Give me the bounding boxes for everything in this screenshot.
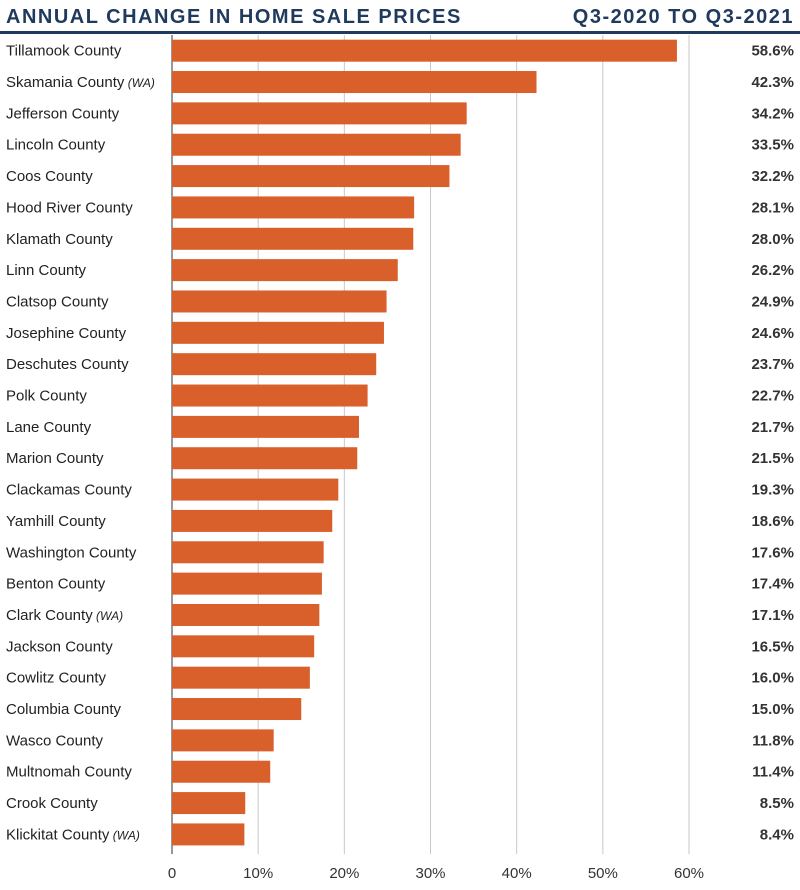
bar [172, 823, 245, 846]
category-label: Clackamas County [6, 482, 132, 499]
bar [172, 39, 677, 62]
category-label: Lane County [6, 419, 92, 436]
value-label: 17.6% [751, 544, 794, 561]
category-label: Hood River County [6, 199, 133, 216]
bar [172, 259, 398, 282]
bar [172, 133, 461, 156]
value-label: 8.4% [760, 826, 794, 843]
value-label: 42.3% [751, 74, 794, 91]
category-label: Tillamook County [6, 43, 122, 60]
value-label: 18.6% [751, 513, 794, 530]
value-label: 16.5% [751, 638, 794, 655]
bar [172, 635, 315, 658]
bar [172, 353, 377, 376]
bar [172, 698, 302, 721]
chart-header: ANNUAL CHANGE IN HOME SALE PRICES Q3-202… [0, 0, 800, 34]
value-label: 58.6% [751, 43, 794, 60]
x-tick-label: 50% [588, 865, 618, 882]
bar [172, 666, 310, 689]
value-label: 24.6% [751, 325, 794, 342]
value-label: 24.9% [751, 293, 794, 310]
category-label: Deschutes County [6, 356, 129, 373]
value-label: 26.2% [751, 262, 794, 279]
category-label: Linn County [6, 262, 87, 279]
value-label: 11.4% [752, 764, 794, 781]
value-label: 15.0% [751, 701, 794, 718]
category-label: Cowlitz County [6, 670, 107, 687]
value-label: 17.1% [751, 607, 794, 624]
category-label: Polk County [6, 388, 87, 405]
category-label: Crook County [6, 795, 98, 812]
category-label: Klamath County [6, 231, 113, 248]
x-tick-label: 20% [329, 865, 359, 882]
bar [172, 478, 339, 501]
category-label: Josephine County [6, 325, 127, 342]
value-label: 16.0% [751, 670, 794, 687]
value-label: 32.2% [751, 168, 794, 185]
bar [172, 165, 450, 188]
category-label: Clark County (WA) [6, 607, 123, 624]
category-label: Wasco County [6, 732, 103, 749]
bar [172, 792, 246, 815]
bar [172, 290, 387, 313]
category-label: Jefferson County [6, 105, 120, 122]
value-label: 33.5% [751, 137, 794, 154]
bar [172, 227, 414, 250]
bar [172, 509, 333, 532]
value-label: 11.8% [752, 732, 794, 749]
x-tick-label: 30% [415, 865, 445, 882]
value-label: 21.5% [751, 450, 794, 467]
value-label: 21.7% [751, 419, 794, 436]
category-label: Benton County [6, 576, 106, 593]
bar [172, 384, 368, 407]
category-label: Clatsop County [6, 293, 109, 310]
value-label: 8.5% [760, 795, 794, 812]
category-label: Coos County [6, 168, 93, 185]
bar [172, 729, 274, 752]
value-label: 23.7% [751, 356, 794, 373]
bar [172, 102, 467, 125]
bar [172, 447, 358, 470]
chart-subtitle: Q3-2020 TO Q3-2021 [572, 6, 794, 28]
value-label: 19.3% [751, 482, 794, 499]
x-tick-label: 0 [168, 865, 176, 882]
category-label: Washington County [6, 544, 137, 561]
x-tick-label: 40% [502, 865, 532, 882]
bar [172, 71, 537, 94]
value-label: 17.4% [751, 576, 794, 593]
value-label: 34.2% [751, 105, 794, 122]
x-tick-label: 10% [243, 865, 273, 882]
bar [172, 541, 324, 564]
value-label: 22.7% [751, 388, 794, 405]
category-label: Marion County [6, 450, 104, 467]
category-label: Klickitat County (WA) [6, 826, 140, 843]
bar [172, 603, 320, 626]
bar [172, 321, 384, 344]
bar [172, 415, 359, 438]
bar [172, 760, 271, 783]
category-label: Jackson County [6, 638, 113, 655]
category-label: Yamhill County [6, 513, 106, 530]
category-label: Columbia County [6, 701, 122, 718]
value-label: 28.1% [751, 199, 794, 216]
chart-title: ANNUAL CHANGE IN HOME SALE PRICES [6, 6, 462, 28]
category-label: Skamania County (WA) [6, 74, 155, 91]
bar [172, 572, 322, 595]
value-label: 28.0% [751, 231, 794, 248]
category-label: Lincoln County [6, 137, 106, 154]
x-tick-label: 60% [674, 865, 704, 882]
bar [172, 196, 415, 219]
category-label: Multnomah County [6, 764, 132, 781]
